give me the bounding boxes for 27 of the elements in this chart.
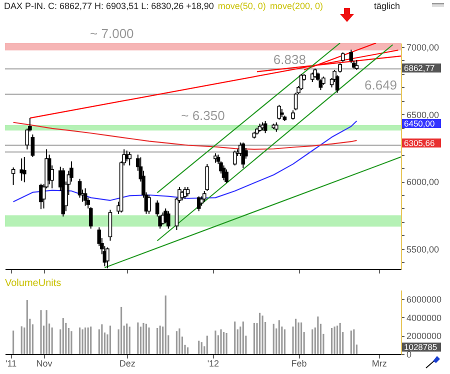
text: 6305,66 <box>404 138 435 148</box>
band-label: ~ 7.000 <box>90 26 134 41</box>
chart-title: VolumeUnits <box>5 278 62 289</box>
band-label: ~ 6.350 <box>181 108 225 124</box>
ref-line-label: 6.838 <box>273 52 306 67</box>
y-tick-label: 4000000 <box>406 312 442 323</box>
y-tick-label: 6000000 <box>406 294 442 305</box>
chart-title: DAX P-IN. C: 6862,77 H: 6903,51 L: 6830,26 +18,90 <box>4 1 214 11</box>
text: 1028785 <box>404 342 438 352</box>
text: move(50, 0) <box>218 1 266 11</box>
y-tick-label: 2000000 <box>406 331 442 342</box>
x-tick-label: '12 <box>207 358 220 368</box>
y-tick-label: 6500,00 <box>406 110 440 120</box>
x-tick-label: Dez <box>119 358 136 368</box>
ref-line-label: 6.649 <box>364 77 398 92</box>
x-tick-label: '11 <box>6 358 17 368</box>
text: täglich <box>374 1 400 11</box>
text: 6450,00 <box>404 118 435 129</box>
text: 6862,77 <box>404 62 435 73</box>
y-tick-label: 0 <box>406 350 412 360</box>
x-tick-label: Mrz <box>372 358 388 368</box>
y-tick-label: 7000,00 <box>406 42 440 53</box>
y-tick-label: 5500,00 <box>406 244 440 254</box>
x-tick-label: Feb <box>291 358 307 368</box>
text: move(200, 0) <box>270 1 323 11</box>
x-tick-label: Nov <box>36 358 53 368</box>
y-tick-label: 6000,00 <box>406 177 440 188</box>
